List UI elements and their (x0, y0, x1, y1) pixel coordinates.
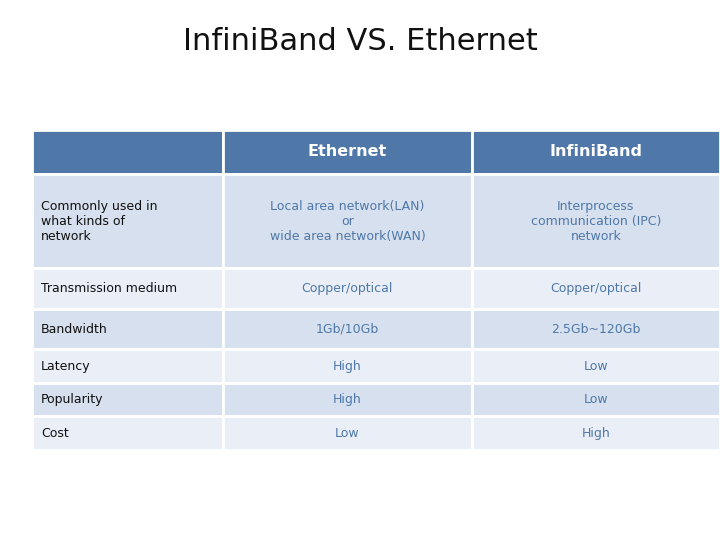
Text: Low: Low (335, 427, 360, 440)
Text: Latency: Latency (41, 360, 91, 373)
Text: High: High (582, 427, 610, 440)
Text: Bandwidth: Bandwidth (41, 322, 108, 336)
Text: Interprocess
communication (IPC)
network: Interprocess communication (IPC) network (531, 200, 661, 242)
Text: High: High (333, 393, 361, 406)
Text: Cost: Cost (41, 427, 69, 440)
Text: Low: Low (583, 393, 608, 406)
Text: Copper/optical: Copper/optical (302, 282, 393, 295)
Text: Transmission medium: Transmission medium (41, 282, 177, 295)
Text: Low: Low (583, 360, 608, 373)
Text: High: High (333, 360, 361, 373)
Text: 1Gb/10Gb: 1Gb/10Gb (316, 322, 379, 336)
Text: Popularity: Popularity (41, 393, 104, 406)
Text: InfiniBand: InfiniBand (549, 144, 642, 159)
Text: InfiniBand VS. Ethernet: InfiniBand VS. Ethernet (183, 27, 537, 56)
Text: 2.5Gb~120Gb: 2.5Gb~120Gb (551, 322, 641, 336)
Text: Copper/optical: Copper/optical (550, 282, 642, 295)
Text: Local area network(LAN)
or
wide area network(WAN): Local area network(LAN) or wide area net… (269, 200, 426, 242)
Text: Ethernet: Ethernet (307, 144, 387, 159)
Text: Commonly used in
what kinds of
network: Commonly used in what kinds of network (41, 200, 158, 242)
